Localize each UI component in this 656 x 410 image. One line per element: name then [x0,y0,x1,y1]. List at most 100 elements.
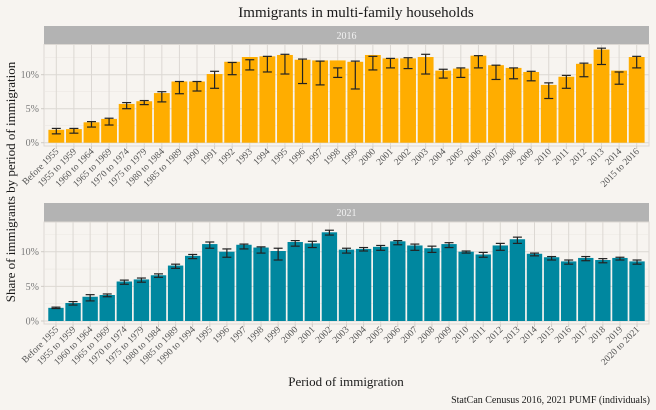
x-tick-label: 2011 [551,147,571,167]
error-bar [526,70,536,82]
bar [65,302,81,321]
error-bar [598,258,608,264]
error-bar [315,60,325,86]
bar [458,251,474,321]
x-tick-label: 1997 [305,147,326,168]
x-tick-label: 2008 [498,147,519,168]
y-tick-label: 5% [26,104,39,115]
error-bar [456,67,466,79]
error-bar [461,250,471,254]
error-bar [171,263,181,269]
bar [206,74,223,143]
error-bar [192,80,202,92]
x-tick-label: 2004 [348,325,369,346]
x-tick-label: 2002 [393,147,414,168]
bar [560,261,577,321]
x-tick-label: 1997 [229,325,250,346]
bar [277,54,293,143]
error-bar [222,248,232,258]
bar [424,248,440,321]
x-tick-label: 2001 [297,325,318,346]
bar [224,61,241,143]
x-tick-label: 2012 [485,325,506,346]
bar [475,254,491,321]
x-tick-label: 2005 [365,325,386,346]
bar [364,54,381,143]
bar [417,57,434,143]
error-bar [410,243,420,251]
error-bar [597,47,607,66]
bar [153,93,170,143]
bar [219,251,235,321]
x-tick-label: 2010 [451,325,472,346]
error-bar [210,70,220,89]
x-tick-label: 2008 [417,325,438,346]
x-tick-label: 1999 [263,325,284,346]
error-bar [324,229,334,236]
x-tick-label: 2011 [468,325,488,345]
facet-strip-label: 2021 [337,208,357,219]
bar [329,60,346,143]
x-tick-label: 1993 [234,147,255,168]
error-bar [350,60,360,90]
bar [355,248,372,321]
bar [452,68,469,143]
error-bar [614,71,624,85]
bar [540,84,557,143]
error-bar [227,61,237,76]
x-tick-label: 2006 [382,325,403,346]
bar [488,65,504,143]
x-tick-label: 1995 [270,147,291,168]
error-bar [512,236,522,244]
bar [118,103,135,143]
error-bar [68,300,78,306]
error-bar [256,246,266,254]
chart-caption: StatCan Cenusus 2016, 2021 PUMF (individ… [451,395,650,406]
x-tick-label: 2000 [357,147,378,168]
x-tick-label: 2016 [553,325,574,346]
bar [435,70,452,143]
bar [505,67,522,143]
bar [184,255,201,321]
error-bar [368,55,378,71]
x-tick-label: 2002 [314,325,335,346]
x-tick-label: 2007 [399,325,420,346]
error-bar [245,59,255,71]
bar [347,61,364,143]
facet-strip-label: 2016 [337,31,357,42]
bar [65,129,82,143]
x-tick-label: 2009 [516,147,537,168]
y-tick-label: 0% [26,317,39,328]
x-tick-label: 2001 [375,147,396,168]
x-tick-label: 2014 [519,325,540,346]
error-bar [359,246,369,252]
x-tick-label: 2009 [434,325,455,346]
bar [629,261,645,321]
x-axis-label: Period of immigration [288,374,404,389]
bar [189,81,205,143]
bar [611,70,628,143]
bar [259,56,276,143]
error-bar [136,277,146,283]
x-tick-label: 1996 [287,147,308,168]
error-bar [615,256,625,261]
y-tick-label: 0% [26,138,39,149]
error-bar [438,68,448,79]
facet-strip [44,26,649,45]
error-bar [188,253,198,260]
bar [509,239,526,321]
bar [270,251,286,321]
error-bar [51,127,61,135]
error-bar [632,259,642,265]
bar [628,57,645,143]
x-tick-label: 1995 [194,325,215,346]
bar [133,279,150,321]
x-tick-label: 2005 [445,147,466,168]
x-tick-label: 2007 [481,147,502,168]
bar [407,245,423,321]
error-bar [174,80,184,95]
error-bar [154,273,164,278]
